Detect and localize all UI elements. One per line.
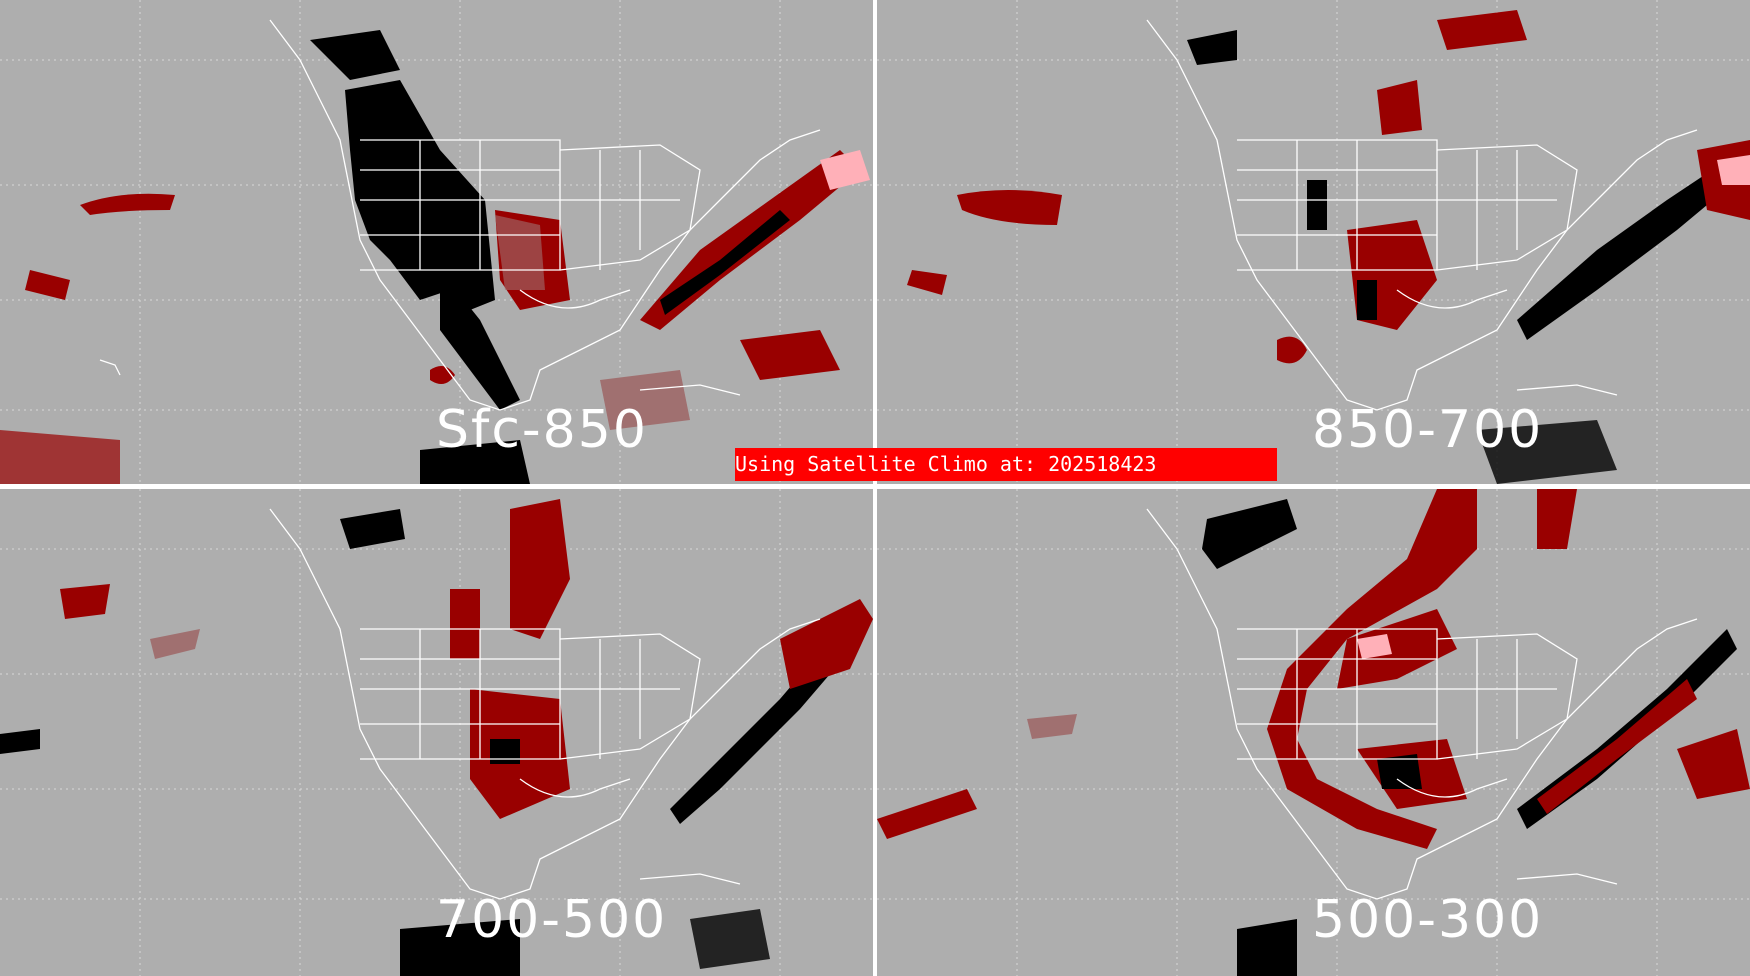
boundaries	[99, 19, 821, 411]
layer-label: 500-300	[1312, 890, 1544, 950]
map-panel-850-700: 850-700	[877, 0, 1750, 484]
moisture-field	[877, 489, 1750, 976]
layer-label: 850-700	[1312, 400, 1544, 460]
satellite-climo-banner: Using Satellite Climo at: 202518423	[735, 448, 1277, 481]
map-layer	[877, 489, 1750, 976]
graticule	[877, 489, 1750, 976]
moisture-field	[0, 30, 870, 484]
graticule	[877, 0, 1750, 484]
boundaries	[269, 508, 821, 900]
map-panel-500-300: 500-300	[877, 489, 1750, 976]
map-layer	[0, 0, 873, 484]
boundaries	[1146, 19, 1698, 411]
map-layer	[877, 0, 1750, 484]
boundaries	[1146, 508, 1698, 900]
map-panel-sfc-850: Sfc-850	[0, 0, 873, 484]
graticule	[0, 489, 873, 976]
panel-divider-horizontal	[0, 484, 1750, 489]
moisture-field	[0, 499, 873, 976]
layer-label: Sfc-850	[436, 400, 648, 460]
map-layer	[0, 489, 873, 976]
layer-label: 700-500	[436, 890, 668, 950]
moisture-field	[907, 10, 1750, 484]
map-panel-700-500: 700-500	[0, 489, 873, 976]
